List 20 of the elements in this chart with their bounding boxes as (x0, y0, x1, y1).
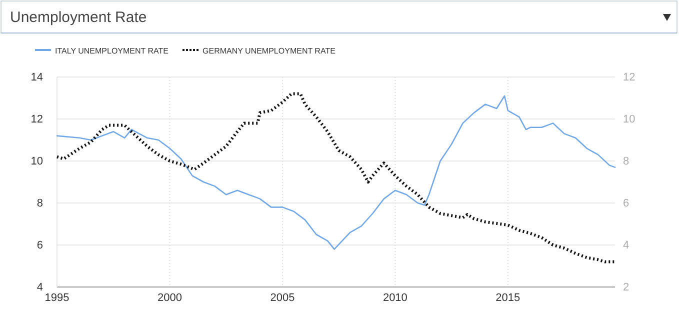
x-tick-label: 2005 (270, 292, 295, 304)
y-tick-label: 4 (36, 282, 43, 294)
y2-tick-label: 2 (623, 282, 630, 294)
legend-label: ITALY UNEMPLOYMENT RATE (55, 46, 169, 56)
y2-tick-label: 8 (623, 156, 630, 168)
y-tick-label: 10 (30, 156, 43, 168)
x-tick-label: 2015 (496, 292, 520, 304)
y-tick-label: 8 (36, 198, 43, 210)
x-tick-label: 2010 (382, 292, 408, 304)
x-tick-label: 2000 (157, 292, 182, 304)
y2-tick-label: 12 (623, 72, 636, 84)
y-tick-label: 14 (30, 72, 43, 84)
y2-tick-label: 4 (623, 240, 630, 252)
legend-label: GERMANY UNEMPLOYMENT RATE (202, 46, 336, 56)
y-tick-label: 6 (36, 240, 43, 252)
y2-tick-label: 6 (623, 198, 630, 210)
y2-tick-label: 10 (623, 114, 636, 126)
chart-title: Unemployment Rate (10, 9, 147, 26)
x-tick-label: 1995 (44, 292, 70, 304)
y-tick-label: 12 (30, 114, 43, 126)
